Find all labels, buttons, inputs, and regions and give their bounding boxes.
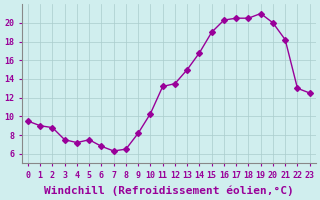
X-axis label: Windchill (Refroidissement éolien,°C): Windchill (Refroidissement éolien,°C) [44, 185, 294, 196]
